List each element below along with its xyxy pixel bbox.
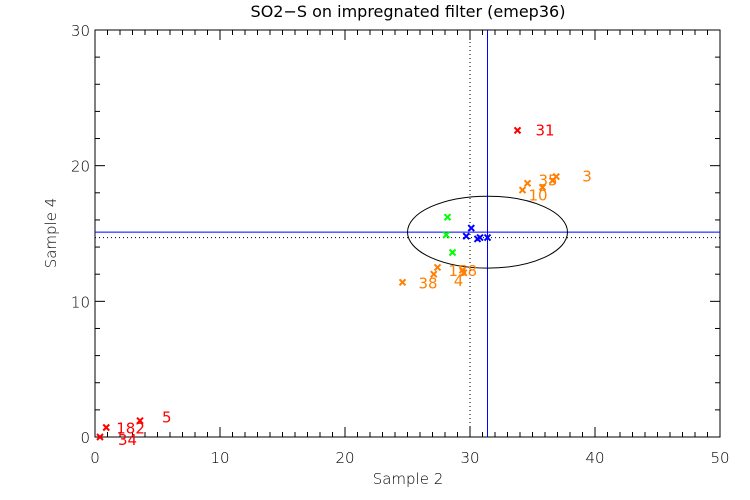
data-point-blue: [462, 232, 470, 240]
data-point-orange: [460, 269, 468, 277]
x-tick-label: 0: [90, 449, 100, 467]
data-point-green: [442, 231, 450, 239]
data-point-red: [513, 126, 522, 135]
data-point-label: 3: [582, 168, 592, 186]
data-point-label: 38: [419, 274, 438, 292]
data-point-label: 31: [536, 121, 555, 139]
x-tick-label: 40: [585, 449, 604, 467]
data-point-orange: [523, 179, 532, 188]
data-point-label: 4: [454, 272, 464, 290]
y-tick-label: 10: [71, 293, 90, 311]
data-point-label: 10: [529, 186, 548, 204]
data-point-orange: [433, 263, 442, 272]
x-tick-label: 50: [710, 449, 729, 467]
data-point-red: [102, 423, 110, 432]
x-tick-label: 20: [335, 449, 354, 467]
data-point-blue: [467, 224, 475, 232]
x-tick-label: 30: [460, 449, 479, 467]
data-point-label: 5: [162, 409, 172, 427]
x-axis-label: Sample 2: [373, 470, 444, 488]
y-tick-label: 0: [80, 429, 90, 447]
data-point-orange: [518, 186, 527, 194]
data-point-label: 35: [539, 172, 558, 190]
data-point-blue: [483, 233, 492, 242]
data-point-orange: [538, 183, 547, 192]
data-point-label: 34: [118, 431, 137, 449]
data-point-orange: [430, 270, 438, 278]
data-point-orange: [398, 278, 407, 287]
confidence-ellipse: [407, 195, 568, 269]
data-point-red: [136, 417, 144, 425]
chart-title: SO2−S on impregnated filter (emep36): [251, 2, 566, 21]
y-axis-label: Sample 4: [42, 198, 60, 269]
data-point-orange: [548, 176, 557, 185]
data-point-blue: [476, 233, 484, 242]
data-point-green: [448, 248, 457, 257]
data-point-red: [96, 433, 104, 441]
x-tick-label: 10: [210, 449, 229, 467]
y-tick-label: 20: [71, 158, 90, 176]
data-point-green: [443, 213, 452, 221]
y-tick-label: 30: [71, 22, 90, 40]
